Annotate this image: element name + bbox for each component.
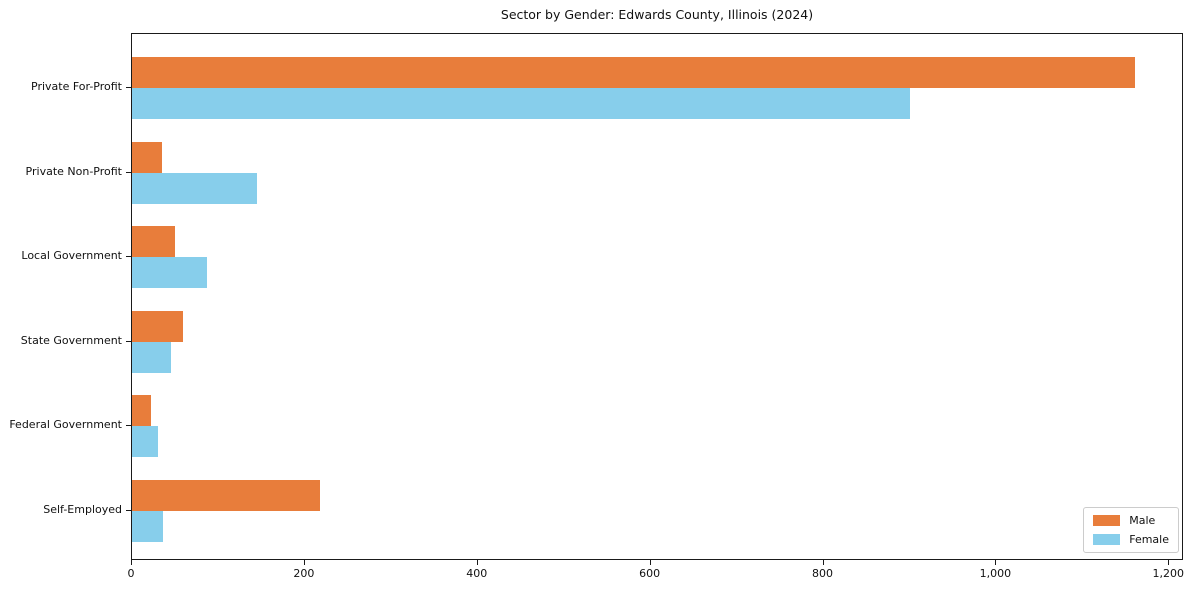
y-tick-label-private-for-profit: Private For-Profit [31, 80, 122, 93]
x-tick-label-400: 400 [466, 567, 488, 580]
y-tick-label-federal-government: Federal Government [9, 418, 122, 431]
y-tick-mark [126, 171, 131, 173]
x-tick-mark [822, 560, 824, 565]
female-bar-private-non-profit [132, 172, 257, 204]
male-bar-local-government [132, 226, 175, 257]
x-tick-mark [649, 560, 651, 565]
y-tick-label-state-government: State Government [20, 333, 122, 347]
x-tick-label-600: 600 [639, 567, 661, 580]
legend-item-female: Female [1093, 533, 1169, 546]
legend-swatch-male [1093, 515, 1121, 526]
female-bar-private-for-profit [132, 88, 910, 119]
y-tick-mark [126, 87, 131, 88]
y-tick-mark [126, 256, 131, 257]
legend-swatch-female [1093, 534, 1121, 545]
x-tick-mark [131, 560, 132, 565]
x-tick-mark [476, 560, 478, 565]
male-bar-federal-government [132, 395, 151, 426]
x-tick-mark [1168, 560, 1170, 565]
male-bar-private-non-profit [132, 141, 162, 173]
x-tick-label-200: 200 [293, 567, 315, 580]
male-bar-private-for-profit [132, 57, 1135, 88]
y-tick-label-self-employed: Self-Employed [43, 502, 122, 516]
x-tick-label-1-000: 1,000 [979, 567, 1012, 580]
female-bar-federal-government [132, 426, 158, 457]
legend-label-female: Female [1129, 533, 1169, 546]
x-tick-mark [995, 560, 997, 565]
x-tick-label-0: 0 [127, 567, 135, 580]
legend-item-male: Male [1093, 514, 1169, 527]
x-tick-label-800: 800 [812, 567, 834, 580]
y-tick-mark [126, 425, 131, 426]
y-tick-label-local-government: Local Government [21, 249, 122, 262]
male-bar-state-government [132, 310, 183, 342]
plot-area: Male Female [131, 33, 1183, 560]
female-bar-local-government [132, 257, 207, 288]
y-tick-mark [126, 340, 131, 342]
female-bar-state-government [132, 341, 171, 373]
y-tick-mark [126, 509, 131, 511]
y-tick-label-private-non-profit: Private Non-Profit [25, 164, 122, 178]
x-tick-mark [303, 560, 305, 565]
x-tick-label-1-200: 1,200 [1152, 567, 1185, 580]
female-bar-self-employed [132, 510, 163, 542]
chart-title: Sector by Gender: Edwards County, Illino… [500, 7, 814, 22]
male-bar-self-employed [132, 479, 320, 511]
legend: Male Female [1083, 507, 1179, 553]
legend-label-male: Male [1129, 514, 1156, 527]
